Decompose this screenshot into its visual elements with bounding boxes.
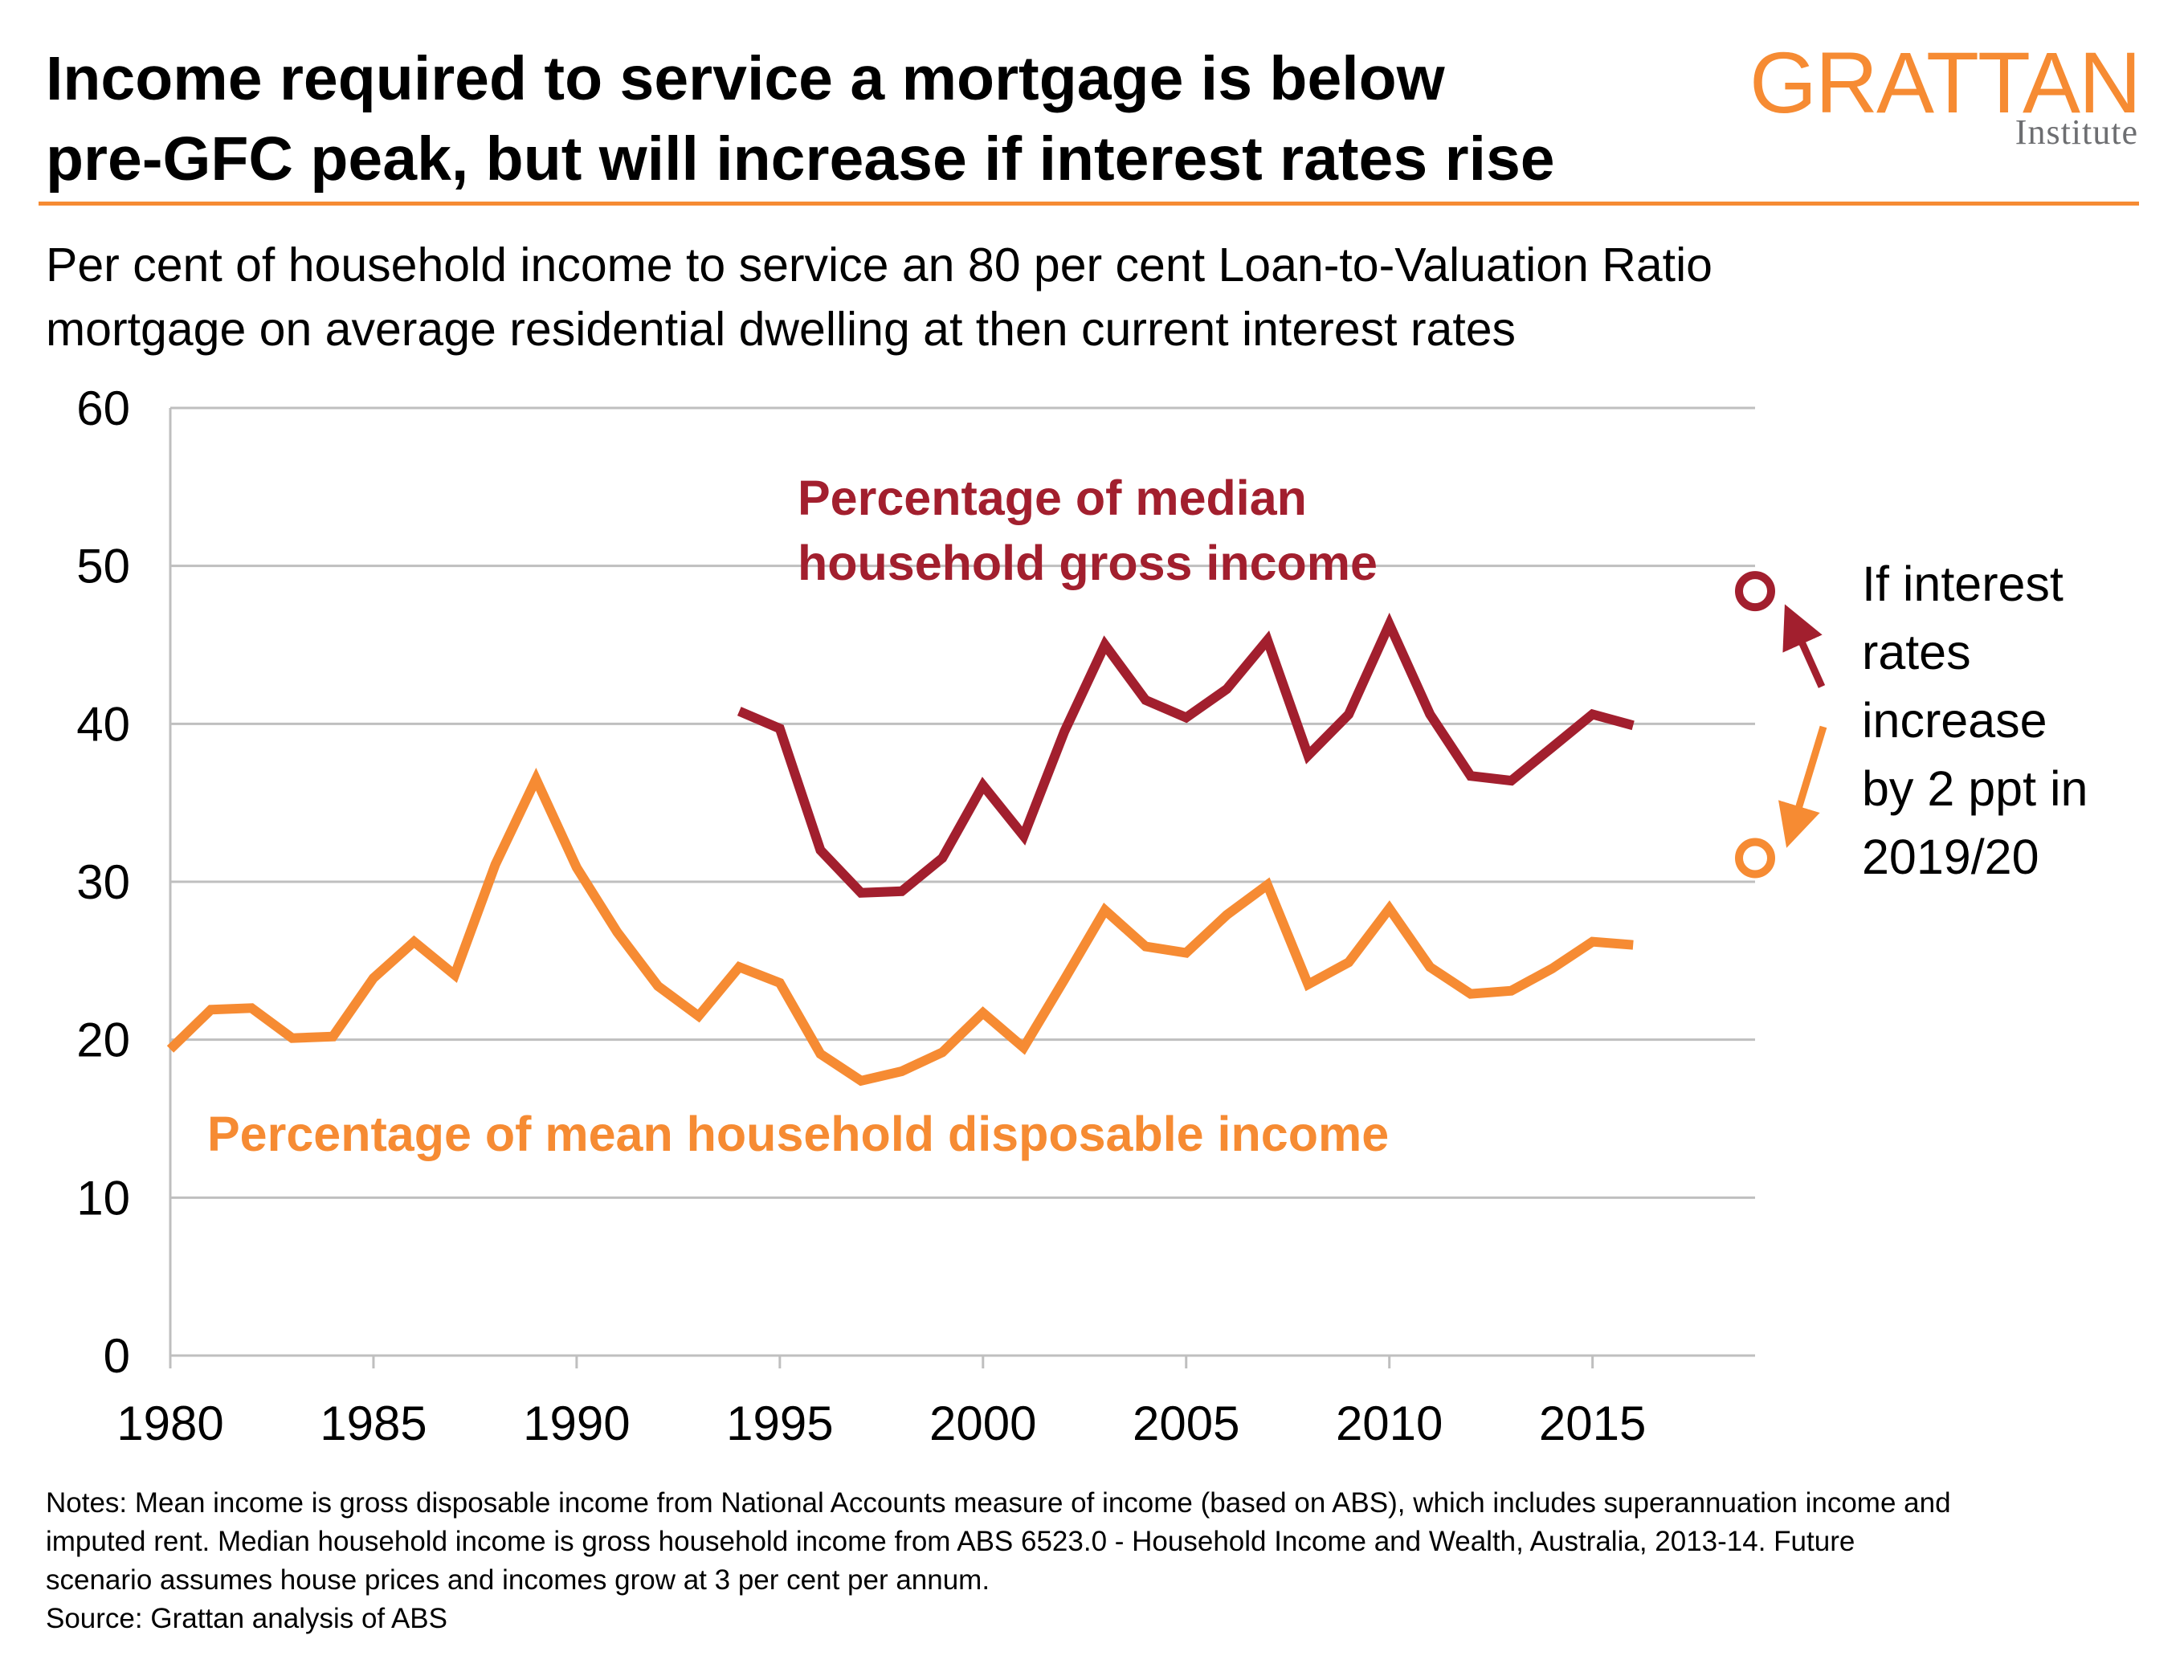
- notes-line-1: Notes: Mean income is gross disposable i…: [46, 1487, 1951, 1519]
- gridlines: [170, 406, 1755, 1199]
- title-line-2: pre-GFC peak, but will increase if inter…: [46, 124, 1555, 194]
- median-label-line-2: household gross income: [798, 536, 1378, 590]
- chart-title: Income required to service a mortgage is…: [46, 39, 1733, 199]
- x-tick-label: 2005: [1133, 1397, 1239, 1450]
- median-income-line: [737, 612, 1635, 898]
- title-line-1: Income required to service a mortgage is…: [46, 44, 1445, 113]
- notes-line-3: scenario assumes house prices and income…: [46, 1564, 990, 1596]
- annotation-line-4: by 2 ppt in: [1862, 761, 2088, 816]
- scenario-annotation: If interest rates increase by 2 ppt in 2…: [1862, 557, 2088, 884]
- x-tick-label: 2015: [1539, 1397, 1646, 1450]
- up-arrow: [1782, 604, 1826, 688]
- x-tick-label: 1995: [726, 1397, 833, 1450]
- series-lines: [166, 612, 1635, 1087]
- grattan-logo: GRATTAN Institute: [1749, 39, 2141, 153]
- logo-sub: Institute: [2015, 112, 2138, 152]
- x-tick-label: 2000: [929, 1397, 1036, 1450]
- axes: [169, 408, 1755, 1368]
- y-tick-labels: 0 10 20 30 40 50 60: [76, 381, 130, 1383]
- scenario-points: [1735, 571, 1775, 879]
- annotation-line-5: 2019/20: [1862, 830, 2039, 884]
- x-tick-label: 1985: [320, 1397, 427, 1450]
- down-arrow: [1778, 725, 1827, 848]
- notes: Notes: Mean income is gross disposable i…: [46, 1484, 2150, 1638]
- chart-subtitle: Per cent of household income to service …: [46, 233, 2134, 361]
- annotation-line-1: If interest: [1862, 557, 2064, 611]
- mean-scenario-point: [1735, 838, 1775, 879]
- annotation-line-2: rates: [1862, 625, 1971, 679]
- y-tick-label: 0: [104, 1329, 130, 1383]
- x-tick-label: 2010: [1336, 1397, 1443, 1450]
- logo-word: GRATTAN: [1749, 34, 2141, 131]
- subtitle-line-2: mortgage on average residential dwelling…: [46, 303, 1517, 356]
- median-scenario-point: [1735, 571, 1775, 612]
- source-line: Source: Grattan analysis of ABS: [46, 1603, 447, 1634]
- mean-income-line: [166, 768, 1634, 1087]
- title-divider: [39, 202, 2139, 206]
- y-tick-label: 20: [76, 1013, 130, 1067]
- annotation-line-3: increase: [1862, 693, 2047, 748]
- x-tick-label: 1980: [116, 1397, 223, 1450]
- y-tick-label: 40: [76, 697, 130, 751]
- median-label-line-1: Percentage of median: [798, 471, 1307, 525]
- y-tick-label: 50: [76, 540, 130, 593]
- y-tick-label: 30: [76, 855, 130, 909]
- x-tick-labels: 1980 1985 1990 1995 2000 2005 2010 2015: [116, 1397, 1646, 1450]
- mean-series-label: Percentage of mean household disposable …: [207, 1107, 1389, 1161]
- subtitle-line-1: Per cent of household income to service …: [46, 239, 1713, 292]
- notes-line-2: imputed rent. Median household income is…: [46, 1526, 1855, 1557]
- y-tick-label: 10: [76, 1171, 130, 1225]
- y-tick-label: 60: [76, 381, 130, 435]
- median-series-label: Percentage of median household gross inc…: [798, 471, 1378, 590]
- x-tick-label: 1990: [523, 1397, 630, 1450]
